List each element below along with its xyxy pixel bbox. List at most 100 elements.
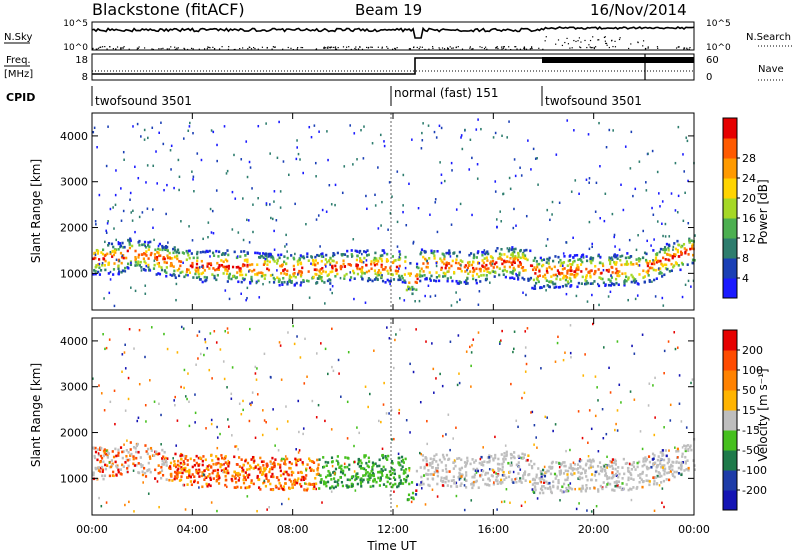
power-colorbar-swatch (723, 238, 737, 259)
power-cell (472, 256, 475, 260)
velocity-cell (333, 480, 336, 483)
power-cell (528, 278, 531, 281)
velocity-cell (472, 483, 475, 487)
power-cell (240, 250, 243, 253)
power-cell (358, 267, 362, 271)
power-cell (419, 274, 422, 278)
velocity-cell (249, 466, 253, 469)
power-cell (243, 278, 245, 282)
velocity-cell (606, 477, 609, 481)
velocity-cell (412, 497, 415, 501)
velocity-cell (236, 485, 239, 489)
velocity-cell (614, 467, 617, 471)
power-cell (601, 277, 604, 281)
velocity-cell (262, 460, 265, 463)
velocity-cell (466, 459, 469, 463)
power-cell (383, 140, 385, 143)
velocity-cell (623, 472, 626, 476)
nsearch-dot (254, 47, 256, 50)
velocity-cell (582, 374, 585, 377)
velocity-cell (408, 467, 411, 470)
velocity-cell (284, 482, 287, 485)
velocity-cell (566, 469, 570, 473)
nsearch-dot (266, 47, 268, 49)
power-cell (150, 251, 153, 255)
power-cell (415, 288, 418, 292)
velocity-cell (472, 467, 475, 471)
velocity-cell (210, 466, 213, 469)
velocity-cell (526, 327, 529, 330)
velocity-cell (161, 448, 164, 452)
velocity-cell (498, 462, 501, 466)
velocity-cell (295, 448, 297, 451)
power-cell (500, 220, 503, 223)
power-cell (339, 276, 342, 280)
power-cell (329, 288, 332, 291)
velocity-cell (591, 458, 595, 462)
power-cell (661, 275, 664, 278)
velocity-cell (343, 465, 346, 469)
power-cell (209, 263, 213, 267)
power-cell (121, 241, 124, 245)
power-cell (200, 272, 203, 276)
velocity-cell (300, 478, 303, 482)
velocity-cell (523, 391, 526, 395)
velocity-cell (355, 477, 358, 480)
velocity-cell (613, 461, 616, 465)
nsearch-dot (176, 48, 178, 50)
power-cell (398, 264, 401, 268)
y-tick-label: 3000 (60, 176, 88, 189)
velocity-cell (543, 474, 547, 478)
power-cell (509, 270, 512, 274)
velocity-colorbar-swatch (723, 470, 737, 491)
power-cell (430, 249, 433, 253)
velocity-cell (567, 489, 570, 493)
power-cell (647, 152, 649, 156)
power-cell (237, 231, 240, 234)
power-cell (636, 294, 639, 297)
power-cell (126, 249, 129, 253)
nsearch-dot (337, 46, 339, 49)
power-cell (624, 145, 627, 148)
power-cell (211, 251, 215, 255)
velocity-cell (180, 457, 183, 461)
velocity-cell (142, 481, 144, 484)
velocity-cell (359, 467, 363, 470)
velocity-cell (246, 461, 250, 465)
velocity-cell (339, 476, 342, 479)
velocity-cell (530, 464, 534, 468)
velocity-cell (108, 465, 112, 469)
power-cell (156, 262, 159, 266)
power-cell (634, 297, 637, 301)
velocity-cell (488, 484, 491, 487)
power-cell (464, 282, 468, 285)
velocity-cell (121, 450, 124, 454)
nsearch-dot (567, 43, 570, 45)
power-cell (440, 173, 443, 176)
velocity-cell (140, 465, 143, 469)
nsearch-dot (647, 46, 649, 48)
power-cell (286, 269, 289, 273)
power-cell (213, 274, 216, 278)
velocity-cell (687, 469, 690, 472)
velocity-cell (459, 476, 462, 480)
power-cell (327, 273, 330, 276)
velocity-cell (296, 479, 299, 482)
power-cell (553, 286, 556, 289)
velocity-cell (564, 351, 566, 354)
velocity-cell (441, 469, 444, 472)
velocity-cell (420, 481, 422, 484)
velocity-cell (677, 461, 681, 465)
power-cell (140, 269, 143, 272)
power-cell (518, 273, 521, 277)
velocity-cell (470, 499, 473, 502)
velocity-cell (445, 477, 448, 481)
velocity-cell (504, 457, 507, 461)
power-cell (605, 268, 608, 272)
power-cell (98, 273, 102, 276)
power-cell (516, 256, 519, 260)
velocity-cell (364, 472, 368, 475)
power-cell (545, 279, 548, 283)
velocity-cell (265, 465, 268, 468)
power-cell (554, 255, 557, 258)
